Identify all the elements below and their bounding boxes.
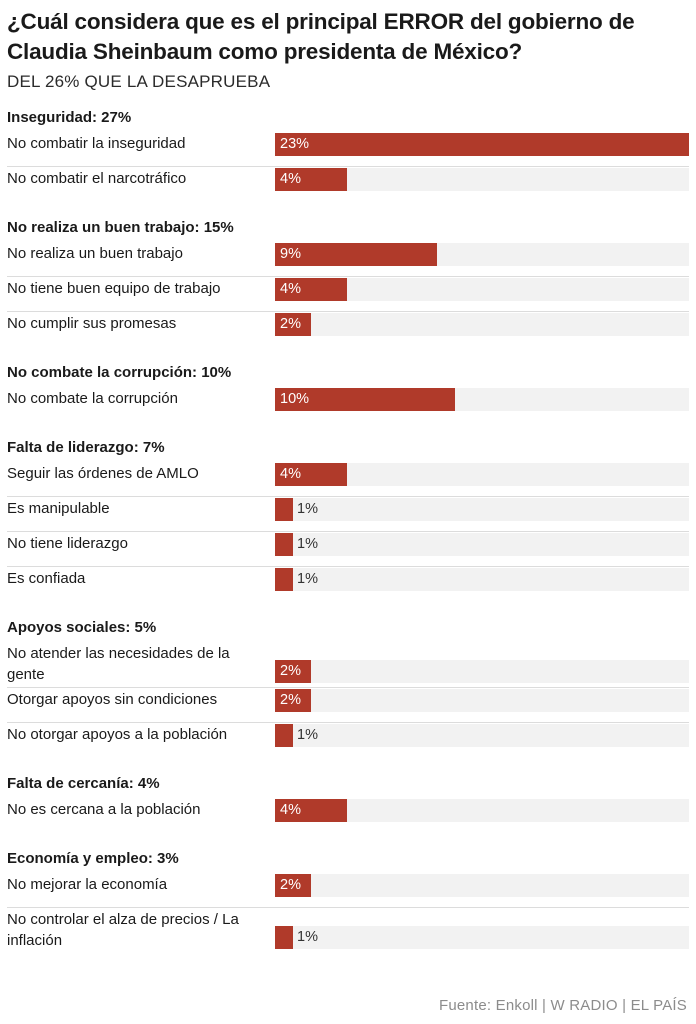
bar-row: No otorgar apoyos a la población 1% (7, 723, 689, 758)
bar-track: 1% (275, 533, 689, 556)
row-divider (7, 722, 689, 723)
bar-label: No cumplir sus promesas (7, 315, 177, 332)
bar-label: No atender las necesidades de la gente (7, 645, 230, 683)
bar-track: 9% (275, 243, 689, 266)
row-divider (7, 496, 689, 497)
bar-row: No tiene buen equipo de trabajo 4% (7, 277, 689, 312)
bar-track: 2% (275, 313, 689, 336)
bar-row: No controlar el alza de precios / La inf… (7, 908, 689, 954)
bar-value-label: 2% (280, 877, 301, 893)
bar-row: No combate la corrupción 10% (7, 387, 689, 422)
bar (275, 689, 311, 712)
bar-label: Es manipulable (7, 500, 110, 517)
bar-track: 1% (275, 926, 689, 949)
bar-row: No cumplir sus promesas 2% (7, 312, 689, 347)
bar-value-label: 23% (280, 136, 310, 152)
bar-label: No mejorar la economía (7, 876, 168, 893)
bar-label: No realiza un buen trabajo (7, 245, 183, 262)
bar-value-label: 2% (280, 663, 301, 679)
bar-track: 10% (275, 388, 689, 411)
bar-label: No combate la corrupción (7, 390, 178, 407)
bar-label: No otorgar apoyos a la población (7, 726, 228, 743)
bar-track: 1% (275, 568, 689, 591)
bar (275, 926, 293, 949)
bar-value-label: 1% (297, 571, 318, 587)
bar-row: No atender las necesidades de la gente 2% (7, 642, 689, 688)
bar-value-label: 1% (297, 727, 318, 743)
bar-value-label: 4% (280, 466, 301, 482)
row-divider (7, 276, 689, 277)
bar (275, 278, 347, 301)
bar-track: 4% (275, 168, 689, 191)
bar-row: No es cercana a la población 4% (7, 798, 689, 833)
row-divider (7, 311, 689, 312)
bar-value-label: 4% (280, 281, 301, 297)
group-header: Falta de cercanía: 4% (7, 775, 160, 792)
bar-label: No combatir la inseguridad (7, 135, 186, 152)
group-header: Economía y empleo: 3% (7, 850, 179, 867)
bar-label: No es cercana a la población (7, 801, 201, 818)
bar-row: No tiene liderazgo 1% (7, 532, 689, 567)
bar-value-label: 4% (280, 802, 301, 818)
bar-track: 4% (275, 278, 689, 301)
bar (275, 313, 311, 336)
bar (275, 568, 293, 591)
row-divider (7, 166, 689, 167)
bar (275, 133, 689, 156)
bar-track: 2% (275, 660, 689, 683)
bar-track: 23% (275, 133, 689, 156)
bar-track: 4% (275, 463, 689, 486)
bar-track: 2% (275, 874, 689, 897)
bar-value-label: 1% (297, 929, 318, 945)
bar-value-label: 4% (280, 171, 301, 187)
group-header: Falta de liderazgo: 7% (7, 439, 165, 456)
bar (275, 388, 455, 411)
bar-row: Seguir las órdenes de AMLO 4% (7, 462, 689, 497)
bar-label: No combatir el narcotráfico (7, 170, 187, 187)
bar (275, 724, 293, 747)
bar-value-label: 9% (280, 246, 301, 262)
bar-value-label: 2% (280, 692, 301, 708)
bar (275, 799, 347, 822)
bar (275, 660, 311, 683)
row-divider (7, 687, 689, 688)
bar-row: No mejorar la economía 2% (7, 873, 689, 908)
row-divider (7, 531, 689, 532)
bar-track: 4% (275, 799, 689, 822)
bar-track: 1% (275, 724, 689, 747)
bar (275, 874, 311, 897)
bar-row: Es manipulable 1% (7, 497, 689, 532)
bar (275, 498, 293, 521)
group-header: Apoyos sociales: 5% (7, 619, 157, 636)
bar-row: No combatir el narcotráfico 4% (7, 167, 689, 202)
bar-track: 1% (275, 498, 689, 521)
bar (275, 463, 347, 486)
row-divider (7, 566, 689, 567)
bar-label: Seguir las órdenes de AMLO (7, 465, 199, 482)
bar (275, 243, 437, 266)
bar-row: No combatir la inseguridad 23% (7, 132, 689, 167)
source-note: Fuente: Enkoll | W RADIO | EL PAÍS (438, 997, 687, 1014)
bar-value-label: 10% (280, 391, 310, 407)
bar-label: Otorgar apoyos sin condiciones (7, 691, 218, 708)
bar-label: No tiene liderazgo (7, 535, 128, 552)
bar-value-label: 2% (280, 316, 301, 332)
group-header: No combate la corrupción: 10% (7, 364, 232, 381)
bar-label: Es confiada (7, 570, 86, 587)
bar (275, 168, 347, 191)
group-header: Inseguridad: 27% (7, 109, 132, 126)
bar-row: No realiza un buen trabajo 9% (7, 242, 689, 277)
bar-row: Es confiada 1% (7, 567, 689, 602)
bar-row: Otorgar apoyos sin condiciones 2% (7, 688, 689, 723)
group-header: No realiza un buen trabajo: 15% (7, 219, 234, 236)
bar (275, 533, 293, 556)
bar-label: No tiene buen equipo de trabajo (7, 280, 221, 297)
bar-track: 2% (275, 689, 689, 712)
bar-label: No controlar el alza de precios / La inf… (7, 911, 239, 949)
bar-value-label: 1% (297, 501, 318, 517)
bar-value-label: 1% (297, 536, 318, 552)
chart-subtitle: DEL 26% QUE LA DESAPRUEBA (7, 72, 271, 91)
row-divider (7, 907, 689, 908)
chart-title: ¿Cuál considera que es el principal ERRO… (7, 9, 635, 64)
